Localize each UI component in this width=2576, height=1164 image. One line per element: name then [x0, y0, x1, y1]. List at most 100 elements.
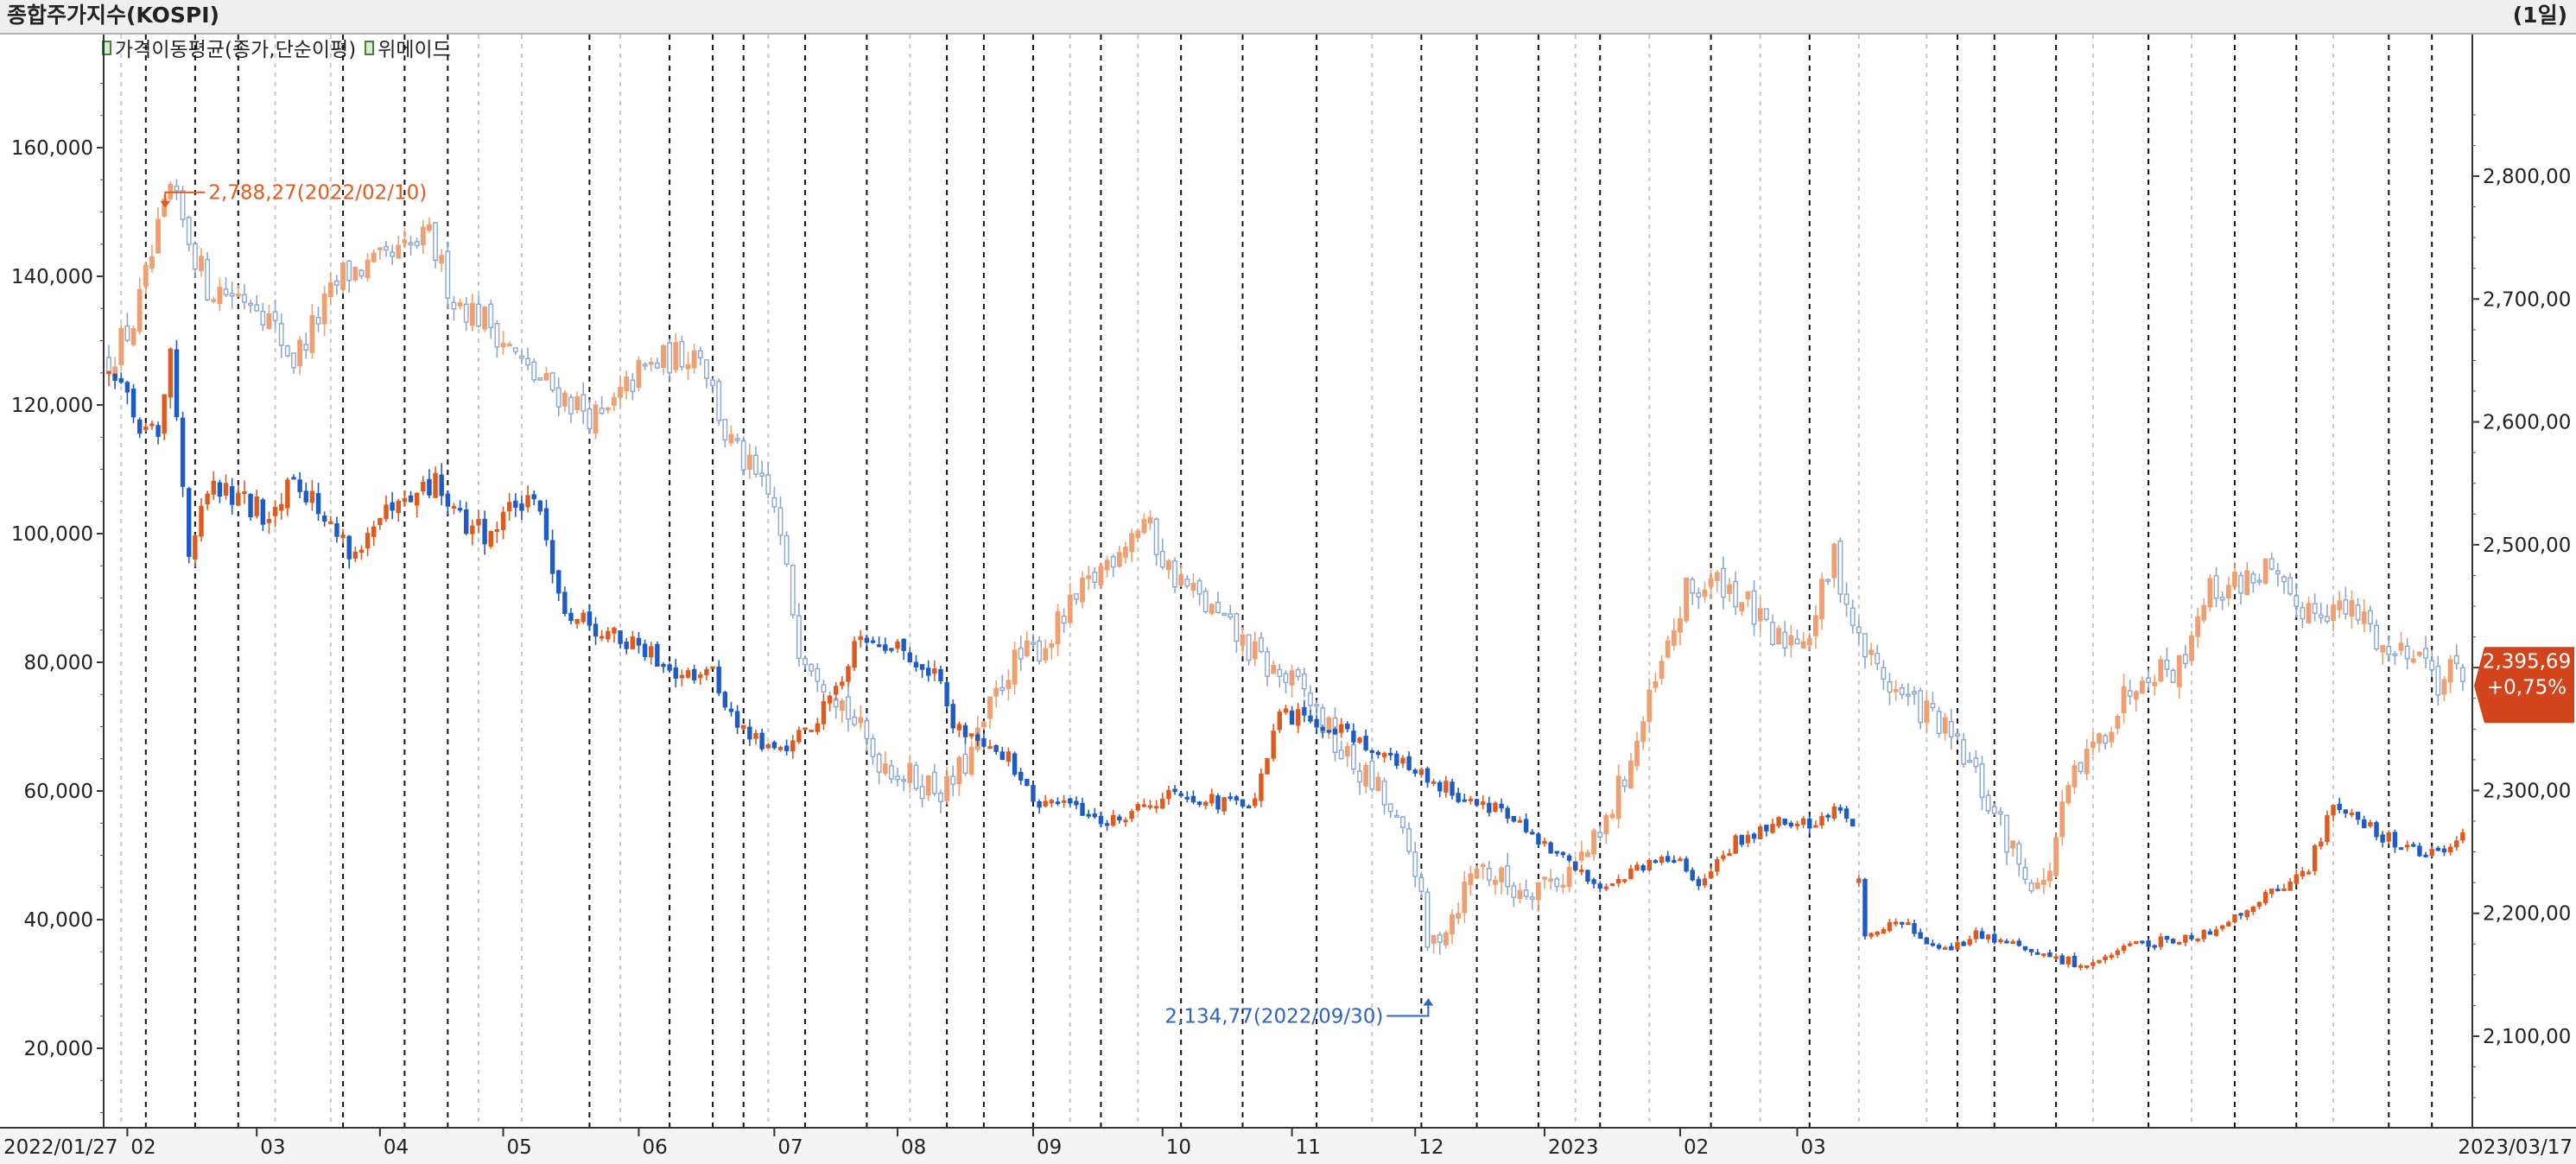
candle-body [1665, 856, 1671, 862]
candle-body [2453, 655, 2459, 664]
candle-body [882, 763, 888, 775]
candle-body [1431, 781, 1437, 784]
candle-body [2189, 934, 2194, 939]
candle-body [1869, 933, 1874, 937]
candle-body [168, 348, 174, 398]
candle-body [390, 502, 395, 511]
candle-body [581, 394, 587, 412]
candle-body [285, 479, 290, 509]
candle-body [1893, 921, 1899, 925]
candle-body [1578, 851, 1584, 861]
candle-body [229, 293, 235, 297]
candle-body [1067, 594, 1073, 623]
legend: 가격이동평균(종가,단순이평) 위메이드 [102, 33, 460, 62]
candle-body [1918, 690, 1924, 724]
candle-body [143, 427, 149, 430]
candle-body [130, 388, 136, 418]
candle-body [1049, 800, 1055, 804]
candle-body [1788, 822, 1794, 827]
x-tick-label: 12 [1418, 1136, 1443, 1159]
legend-item-moving-average[interactable]: 가격이동평균(종가,단순이평) [102, 33, 356, 62]
candle-body [1443, 781, 1449, 793]
candle-body [180, 417, 186, 487]
candle-body [1074, 800, 1079, 806]
candle-body [895, 641, 900, 649]
candle-body [1215, 795, 1221, 810]
candle-body [827, 696, 833, 704]
candle-body [513, 500, 518, 508]
left-tick-label: 140,000 [11, 266, 93, 288]
chart-annotations: 2,788,27(2022/02/10) 2,134,77(2022/09/30)… [160, 182, 2574, 1028]
candle-body [809, 729, 814, 732]
candle-body [1511, 816, 1517, 822]
candle-body [2423, 648, 2428, 659]
candle-body [685, 670, 691, 678]
candle-body [1745, 834, 1751, 844]
candle-body [907, 762, 913, 783]
candle-body [2417, 845, 2422, 857]
candle-body [901, 778, 907, 782]
candle-body [1776, 628, 1781, 645]
candle-body [981, 737, 987, 747]
candle-body [1591, 830, 1597, 855]
candle-body [2306, 871, 2312, 875]
candle-body [2213, 575, 2219, 599]
period-label[interactable]: (1일) [2512, 3, 2567, 28]
candle-body [1209, 794, 1215, 804]
candle-body [1961, 941, 1966, 946]
candle-body [2201, 929, 2206, 939]
candle-body [1529, 896, 1535, 900]
candle-body [1110, 556, 1116, 568]
candle-body [1012, 649, 1018, 685]
x-tick-label: 06 [642, 1136, 667, 1159]
candle-body [624, 376, 630, 391]
candle-body [2398, 642, 2404, 651]
candle-body [205, 258, 211, 300]
candle-body [1012, 753, 1018, 775]
candle-body [1794, 823, 1800, 826]
candle-body [2016, 843, 2022, 865]
candle-body [272, 506, 278, 516]
legend-item-wemade[interactable]: 위메이드 [365, 33, 451, 62]
candle-body [1597, 883, 1602, 889]
candle-body [2232, 914, 2237, 923]
candle-body [1499, 803, 1504, 809]
candle-body [555, 387, 562, 408]
candle-body [1080, 802, 1085, 816]
candle-body [260, 310, 266, 326]
candle-body [1172, 560, 1177, 588]
candle-body [500, 511, 506, 531]
candle-body [303, 344, 309, 351]
candle-body [1819, 815, 1824, 826]
candle-body [1424, 768, 1431, 783]
candle-body [846, 666, 851, 682]
candle-body [1800, 641, 1806, 649]
candle-body [2040, 879, 2046, 885]
candle-body [741, 724, 746, 730]
candle-body [476, 303, 481, 327]
chart-title-bar: 종합주가지수(KOSPI) (1일) [0, 0, 2576, 35]
candle-body [790, 564, 796, 616]
candle-body [2121, 686, 2127, 714]
candle-body [2404, 645, 2410, 660]
candle-body [1240, 799, 1246, 807]
candle-body [1949, 946, 1954, 951]
candle-body [543, 508, 549, 541]
candle-body [1924, 700, 1930, 724]
candle-body [1757, 608, 1763, 622]
candle-body [562, 392, 568, 407]
candle-body [2028, 882, 2034, 892]
candle-body [1936, 945, 1942, 949]
candle-body [1332, 717, 1338, 753]
candle-body [1129, 533, 1135, 553]
candle-body [1850, 607, 1856, 626]
candle-body [1265, 651, 1270, 677]
candle-body [1727, 584, 1732, 594]
right-tick-label: 2,300,00 [2483, 780, 2571, 802]
candle-body [2016, 940, 2021, 946]
candle-body [2140, 940, 2145, 944]
candle-body [143, 264, 149, 287]
candle-body [568, 612, 574, 622]
candle-body [1825, 579, 1831, 582]
